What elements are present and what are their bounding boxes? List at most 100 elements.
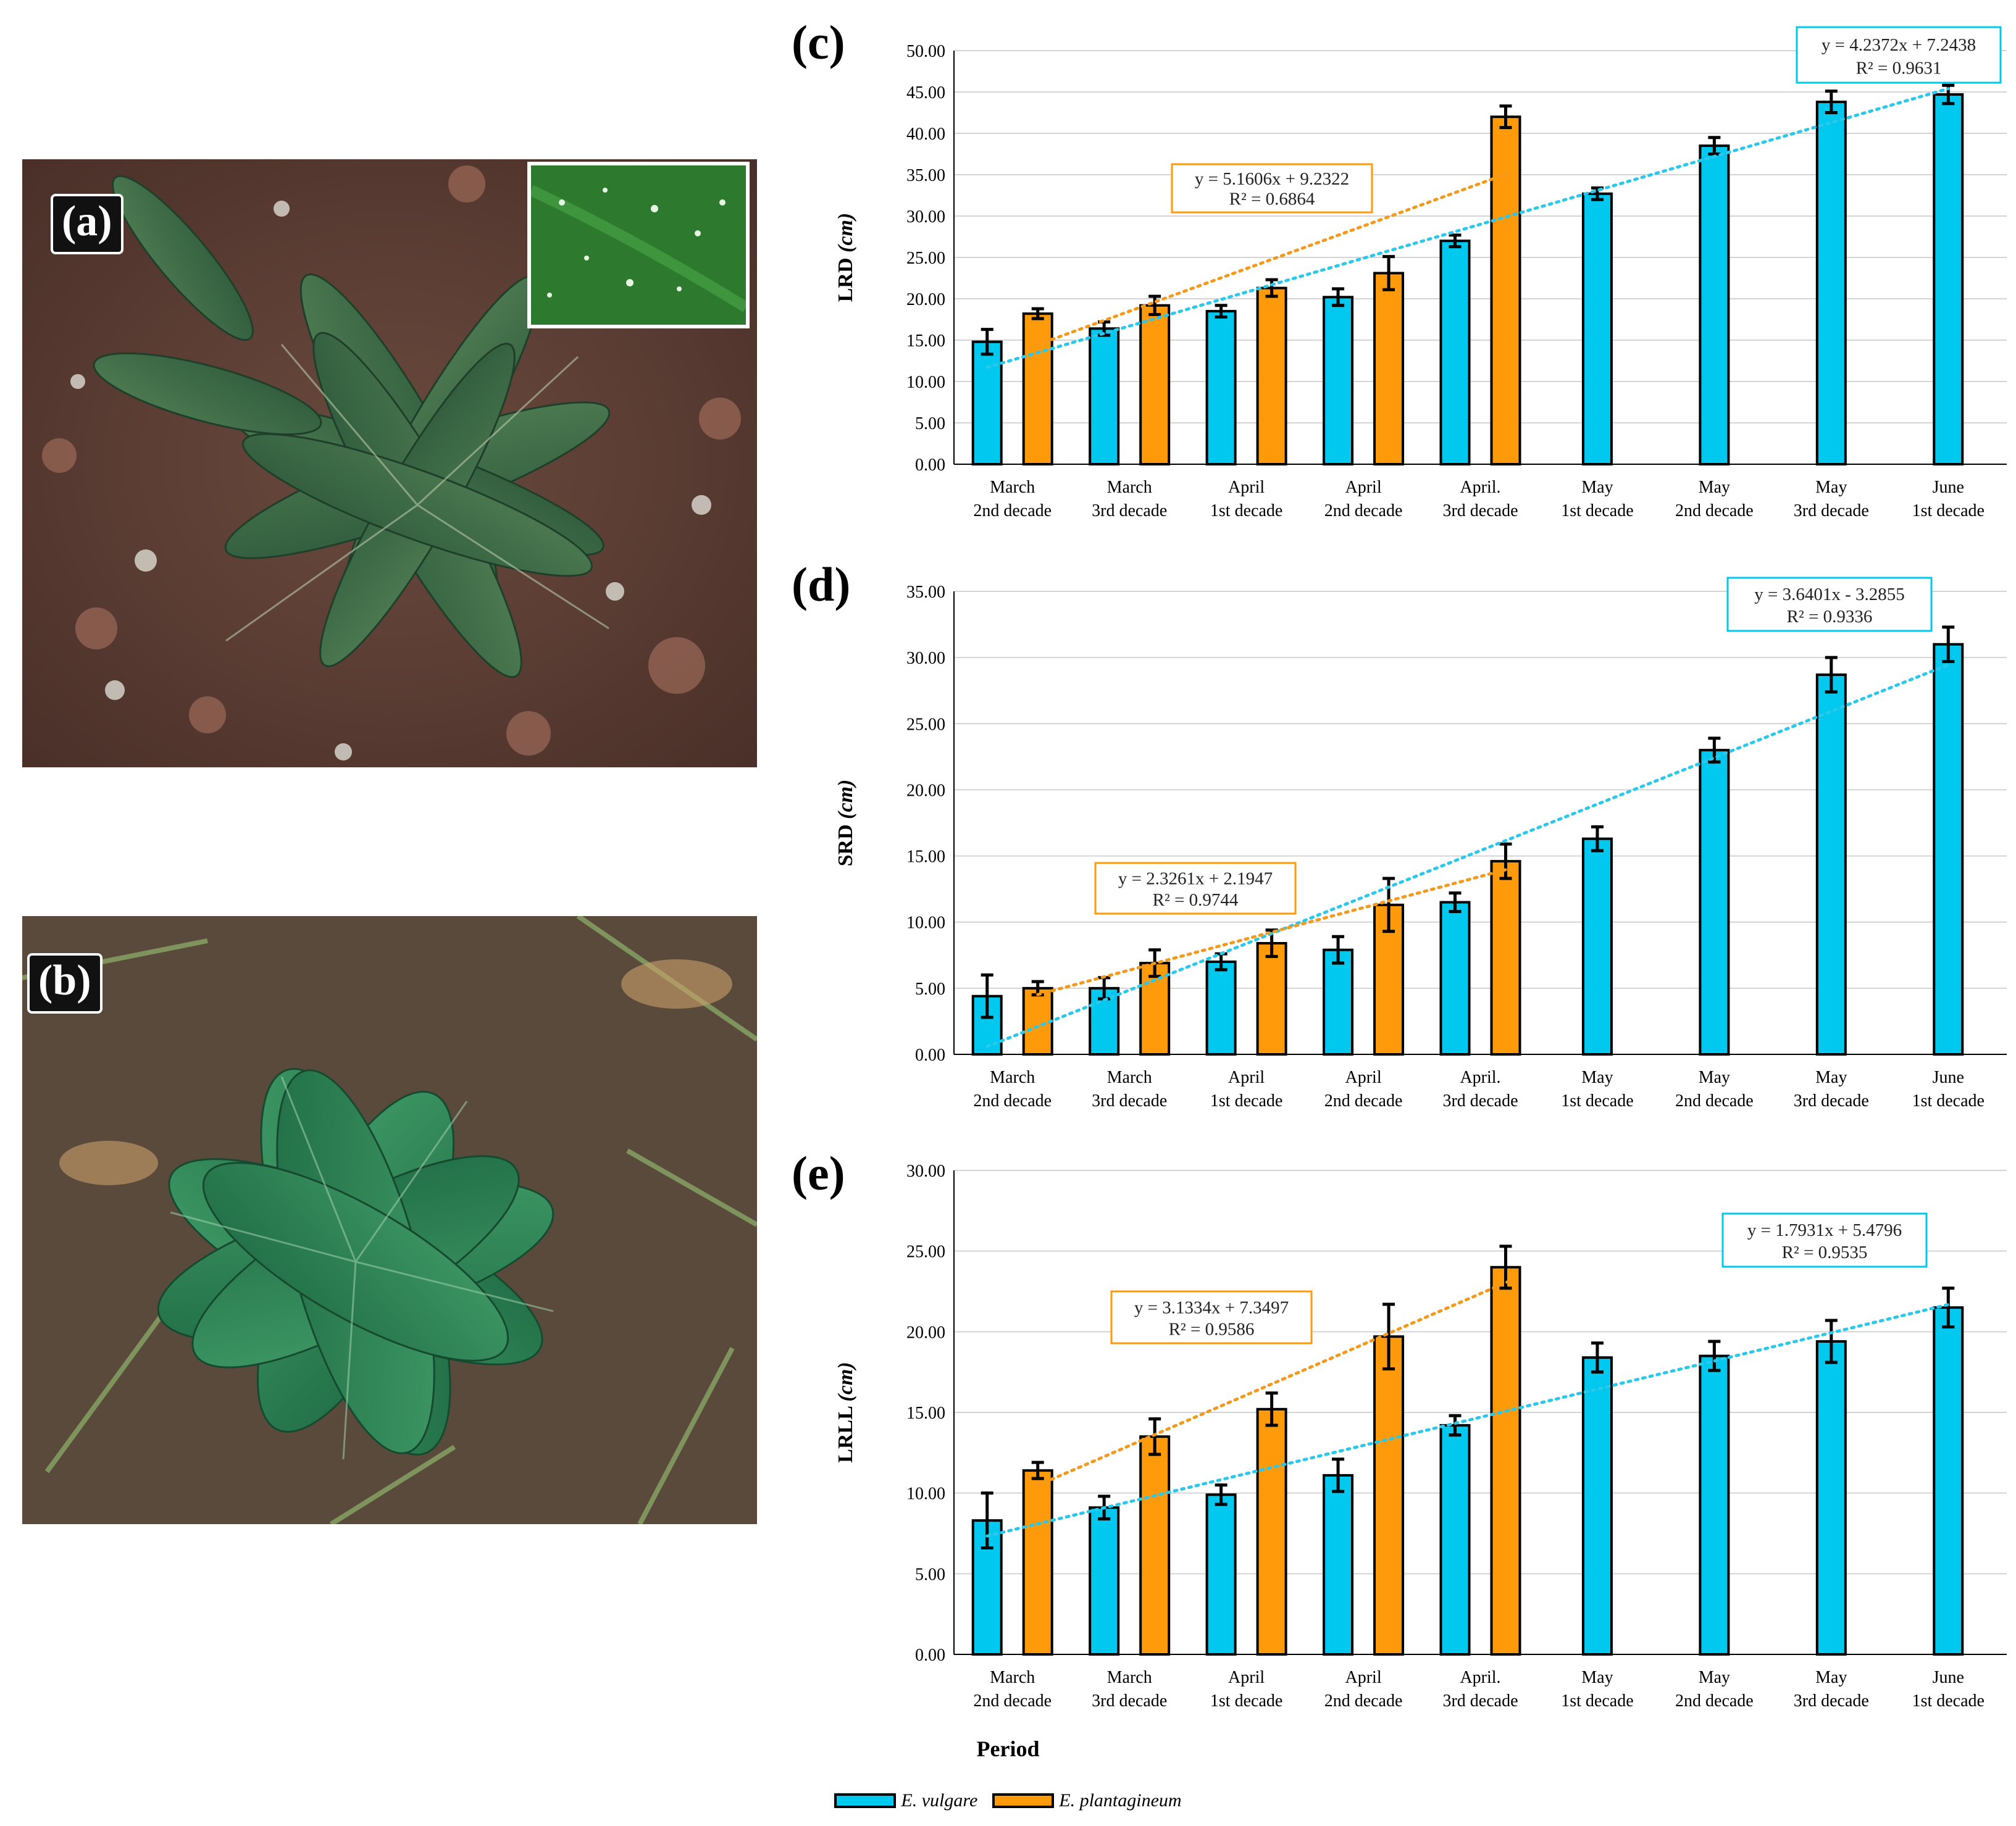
x-tick-label-e: June <box>1933 1668 1964 1687</box>
y-tick-label-c: 0.00 <box>915 456 945 475</box>
bar-c-vulgare <box>1205 310 1237 465</box>
equation-box-c-plantagineum <box>1171 163 1373 214</box>
y-tick-label-c: 45.00 <box>906 83 945 102</box>
legend-label-plantagineum: E. plantagineum <box>1059 1790 1182 1811</box>
y-tick-label-c: 40.00 <box>906 125 945 144</box>
bar-d-plantagineum <box>1022 986 1053 1056</box>
y-tick-label-e: 20.00 <box>906 1323 945 1342</box>
bar-e-plantagineum <box>1022 1469 1053 1656</box>
bar-c-vulgare <box>1581 192 1613 465</box>
y-tick-label-e: 25.00 <box>906 1243 945 1262</box>
y-axis-title-abbrev-d: SRD <box>834 819 857 867</box>
trend-r2-d-plantagineum: R² = 0.9744 <box>1153 890 1239 910</box>
y-axis-title-e: LRLL (cm) <box>834 1362 857 1462</box>
panel-label-b: (b) <box>27 953 102 1014</box>
bar-c-vulgare <box>1699 144 1730 466</box>
y-tick-label-e: 0.00 <box>915 1646 945 1665</box>
y-tick-label-c: 20.00 <box>906 290 945 309</box>
bar-c-plantagineum <box>1490 115 1521 465</box>
x-tick-label-c: 3rd decade <box>1794 501 1869 520</box>
y-axis-title-abbrev-c: LRD <box>834 252 857 302</box>
x-tick-label-d: May <box>1815 1068 1847 1087</box>
y-tick-label-d: 0.00 <box>915 1046 945 1065</box>
bar-e-plantagineum <box>1256 1407 1287 1656</box>
y-tick-label-d: 25.00 <box>906 715 945 734</box>
x-tick-label-c: June <box>1933 478 1964 497</box>
panel-label-c: (c) <box>792 15 845 69</box>
y-axis-title-unit-c: (cm) <box>834 213 857 252</box>
x-tick-label-d: April <box>1345 1068 1382 1087</box>
y-tick-label-d: 30.00 <box>906 649 945 668</box>
x-tick-label-c: 1st decade <box>1210 501 1282 520</box>
x-tick-label-e: May <box>1581 1668 1613 1687</box>
x-tick-label-c: March <box>990 478 1035 497</box>
x-tick-label-d: 3rd decade <box>1794 1091 1869 1111</box>
x-tick-label-e: 2nd decade <box>973 1691 1052 1711</box>
bar-c-vulgare <box>971 340 1003 465</box>
y-axis-title-d: SRD (cm) <box>834 780 857 867</box>
bar-e-vulgare <box>1699 1354 1730 1656</box>
y-tick-label-d: 5.00 <box>915 980 945 999</box>
x-tick-label-c: April <box>1345 478 1382 497</box>
equation-box-d-vulgare <box>1726 577 1933 632</box>
x-tick-label-e: 1st decade <box>1912 1691 1985 1711</box>
x-tick-label-e: March <box>1107 1668 1152 1687</box>
x-tick-label-d: 1st decade <box>1912 1091 1985 1111</box>
y-axis-title-c: LRD (cm) <box>834 213 857 302</box>
bar-c-vulgare <box>1089 327 1120 465</box>
x-tick-label-e: May <box>1699 1668 1730 1687</box>
bar-e-vulgare <box>1323 1474 1354 1656</box>
photo-a-echium-vulgare: (a) <box>22 159 757 767</box>
equation-box-c-vulgare <box>1796 26 2002 84</box>
x-tick-label-e: 3rd decade <box>1442 1691 1518 1711</box>
photo-b-echium-plantagineum: (b) <box>22 916 757 1524</box>
trendline-e-plantagineum <box>1036 1278 1512 1487</box>
trend-equation-e-plantagineum: y = 3.1334x + 7.3497 <box>1134 1298 1289 1317</box>
bar-d-vulgare <box>1205 961 1237 1056</box>
x-tick-label-d: 2nd decade <box>973 1091 1052 1111</box>
y-tick-label-d: 10.00 <box>906 914 945 933</box>
x-tick-label-e: 1st decade <box>1210 1691 1282 1711</box>
bar-e-vulgare <box>1815 1340 1847 1656</box>
bar-e-vulgare <box>1205 1493 1237 1656</box>
x-tick-label-c: 2nd decade <box>1675 501 1754 520</box>
bar-c-vulgare <box>1933 93 1964 465</box>
rosette-photo-b <box>22 916 757 1524</box>
trendline-d-vulgare <box>985 663 1950 1048</box>
legend-label-vulgare: E. vulgare <box>901 1790 978 1811</box>
x-tick-label-e: 3rd decade <box>1794 1691 1869 1711</box>
trendline-e-vulgare <box>985 1303 1950 1538</box>
bar-c-vulgare <box>1439 240 1471 465</box>
x-tick-label-d: 2nd decade <box>1324 1091 1403 1111</box>
x-tick-label-d: 3rd decade <box>1442 1091 1518 1111</box>
y-tick-label-d: 35.00 <box>906 583 945 602</box>
trend-equation-e-vulgare: y = 1.7931x + 5.4796 <box>1747 1220 1902 1240</box>
x-tick-label-c: April <box>1228 478 1265 497</box>
bar-c-vulgare <box>1815 101 1847 465</box>
bar-c-plantagineum <box>1022 312 1053 465</box>
y-axis-title-abbrev-e: LRLL <box>834 1401 857 1462</box>
x-tick-label-d: March <box>1107 1068 1152 1087</box>
bar-e-vulgare <box>1089 1506 1120 1656</box>
bar-e-vulgare <box>1581 1356 1613 1656</box>
legend: E. vulgare E. plantagineum <box>0 1790 2016 1811</box>
x-tick-label-d: June <box>1933 1068 1964 1087</box>
equation-box-e-vulgare <box>1721 1212 1928 1268</box>
trendline-c-vulgare <box>985 87 1950 369</box>
x-tick-label-c: May <box>1815 478 1847 497</box>
bar-d-vulgare <box>1933 643 1964 1056</box>
x-tick-label-e: April <box>1228 1668 1265 1687</box>
equation-box-d-plantagineum <box>1094 862 1297 915</box>
leaf-closeup-photo <box>531 165 746 325</box>
panel-label-d: (d) <box>792 557 851 611</box>
x-tick-label-d: April. <box>1460 1068 1500 1087</box>
legend-swatch-plantagineum <box>992 1793 1055 1808</box>
x-tick-label-e: 3rd decade <box>1092 1691 1167 1711</box>
trend-equation-c-plantagineum: y = 5.1606x + 9.2322 <box>1195 169 1349 189</box>
bar-d-vulgare <box>1815 673 1847 1056</box>
inset-leaf-closeup <box>527 162 750 328</box>
bar-d-plantagineum <box>1139 962 1171 1056</box>
trendline-d-plantagineum <box>1036 867 1512 996</box>
x-tick-label-c: 3rd decade <box>1092 501 1167 520</box>
